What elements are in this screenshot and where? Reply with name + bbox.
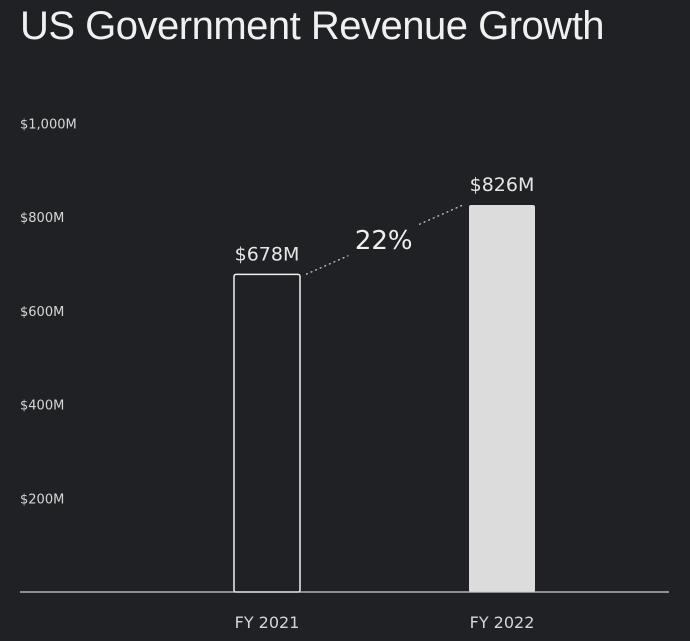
bar-value-label: $678M [235,243,300,265]
growth-percentage-label: 22% [355,226,413,256]
y-tick-label: $600M [20,305,64,320]
y-tick-label: $800M [20,211,64,226]
x-category-label: FY 2021 [235,613,300,632]
x-category-label: FY 2022 [470,613,535,632]
y-tick-label: $200M [20,492,64,507]
bar-value-label: $826M [470,174,535,196]
growth-connector [418,204,464,225]
bar [469,205,535,593]
y-tick-label: $400M [20,399,64,414]
growth-connector [305,255,349,275]
y-tick-label: $1,000M [20,118,77,133]
chart-title: US Government Revenue Growth [20,4,605,48]
bar [233,273,301,593]
